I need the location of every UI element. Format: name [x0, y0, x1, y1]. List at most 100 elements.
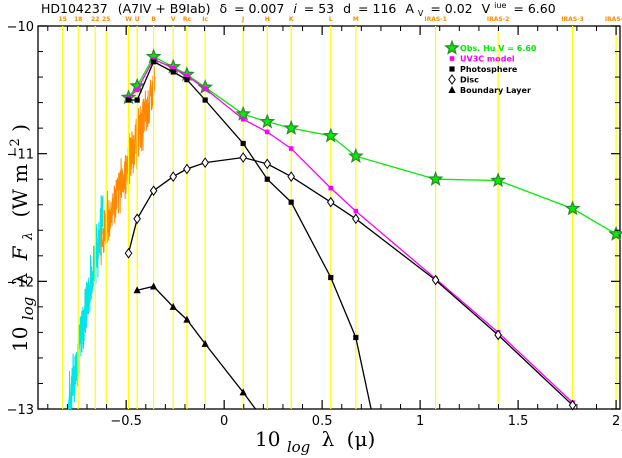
- data-point: [263, 158, 272, 170]
- legend-label: UV3C model: [460, 55, 515, 64]
- chart-title: HD104237 (A7IV + B9Iab) δ = 0.007 i = 53…: [41, 0, 556, 19]
- data-point: [183, 315, 191, 323]
- data-point: [133, 286, 141, 294]
- y-axis-label-lambda: λ: [8, 272, 32, 285]
- title-delta-value: = 0.007: [234, 1, 284, 16]
- legend-label: Obs. Hu V = 6.60: [460, 44, 537, 53]
- legend-marker: [448, 74, 456, 85]
- band-label: IRAS-1: [424, 16, 446, 23]
- ticks-group: −0.5 0 0.5 1 1.5 2 −10 −11 −12 −13: [7, 20, 621, 429]
- data-point: [288, 199, 294, 205]
- title-av-value: = 0.02: [430, 1, 472, 16]
- x-tick-label: 1: [416, 414, 424, 429]
- data-point: [564, 200, 581, 216]
- data-point: [287, 171, 295, 183]
- series-1: [126, 56, 575, 405]
- data-point: [240, 116, 246, 122]
- data-point: [125, 97, 132, 103]
- data-point: [608, 225, 622, 241]
- y-tick-label: −11: [7, 148, 34, 163]
- data-point: [170, 65, 176, 71]
- x-tick-label: 0.5: [312, 414, 333, 429]
- data-point: [124, 247, 133, 259]
- series-line: [128, 58, 574, 404]
- title-spectral-types: (A7IV + B9Iab): [118, 1, 211, 16]
- band-lines-group: [62, 26, 617, 409]
- title-v-value: = 6.60: [513, 1, 555, 16]
- data-point: [202, 86, 208, 91]
- data-point: [326, 196, 335, 208]
- legend-label: Boundary Layer: [460, 86, 531, 95]
- band-label: Ic: [202, 16, 208, 23]
- band-label: IRAS-2: [487, 16, 509, 23]
- series-0: [120, 48, 622, 241]
- data-point: [353, 334, 359, 341]
- data-point: [183, 163, 191, 175]
- band-label: 22: [91, 16, 99, 23]
- x-tick-label: 0: [220, 414, 228, 429]
- data-point: [264, 129, 270, 135]
- band-label: 18: [74, 16, 82, 23]
- title-i-value: = 53: [304, 1, 334, 16]
- band-labels-group: 15 18 22 25 W U B V Rc Ic J H K L M IRAS-1 IRAS-2 IRAS-3 I…: [59, 16, 622, 23]
- data-point: [431, 274, 440, 286]
- data-point: [353, 208, 359, 214]
- x-axis-label-lambda: λ: [322, 427, 335, 451]
- data-point: [133, 213, 141, 225]
- legend-label: Disc: [460, 76, 479, 85]
- y-axis-label-unit-exp: −2: [8, 138, 23, 157]
- data-point: [283, 119, 300, 135]
- title-delta-label: δ: [219, 1, 227, 16]
- data-point: [184, 73, 190, 79]
- series-line: [127, 156, 574, 406]
- band-label: L: [329, 16, 333, 23]
- title-i-label: i: [293, 1, 297, 16]
- data-point: [184, 77, 190, 83]
- band-label: Rc: [183, 16, 192, 23]
- series-line: [127, 55, 617, 235]
- data-point: [150, 282, 158, 290]
- title-d-label: d: [343, 1, 351, 16]
- title-v-label: V: [482, 1, 491, 16]
- band-label: H: [265, 16, 270, 23]
- y-axis-label-unit-close: ): [8, 124, 32, 132]
- data-point: [134, 97, 140, 103]
- y-axis-label-log: log: [19, 297, 37, 320]
- data-point: [328, 185, 334, 191]
- band-label: V: [171, 16, 176, 23]
- title-v-sup: iue: [494, 1, 506, 10]
- series-2: [125, 59, 372, 410]
- title-d-value: = 116: [358, 1, 396, 16]
- y-axis-label-f: F: [8, 245, 32, 261]
- legend-label: Photosphere: [460, 65, 518, 74]
- x-tick-label: 1.5: [508, 414, 529, 429]
- band-label: W: [125, 16, 132, 23]
- y-tick-label: −12: [7, 275, 34, 290]
- series-group: [120, 48, 622, 411]
- data-point: [494, 329, 502, 341]
- data-point: [201, 339, 209, 347]
- x-axis-label-prefix: 10: [255, 427, 280, 451]
- x-axis-label-log: log: [287, 438, 310, 456]
- data-point: [288, 146, 294, 151]
- y-axis-label-prefix: 10: [8, 327, 32, 352]
- data-point: [149, 185, 158, 197]
- data-point: [169, 302, 177, 310]
- band-label: B: [151, 16, 156, 23]
- data-point: [322, 127, 339, 143]
- title-av-sub: V: [418, 9, 424, 18]
- data-point: [328, 274, 334, 281]
- data-point: [134, 87, 140, 93]
- y-tick-label: −10: [7, 20, 34, 35]
- uv-spectrum-line: [67, 195, 104, 410]
- band-label: 25: [102, 16, 110, 23]
- title-av-label: A: [405, 1, 414, 16]
- x-axis-label-unit: (μ): [347, 427, 376, 451]
- x-tick-label: −0.5: [110, 414, 142, 429]
- series-4: [133, 282, 257, 410]
- data-point: [170, 69, 176, 75]
- y-tick-label: −13: [7, 403, 34, 418]
